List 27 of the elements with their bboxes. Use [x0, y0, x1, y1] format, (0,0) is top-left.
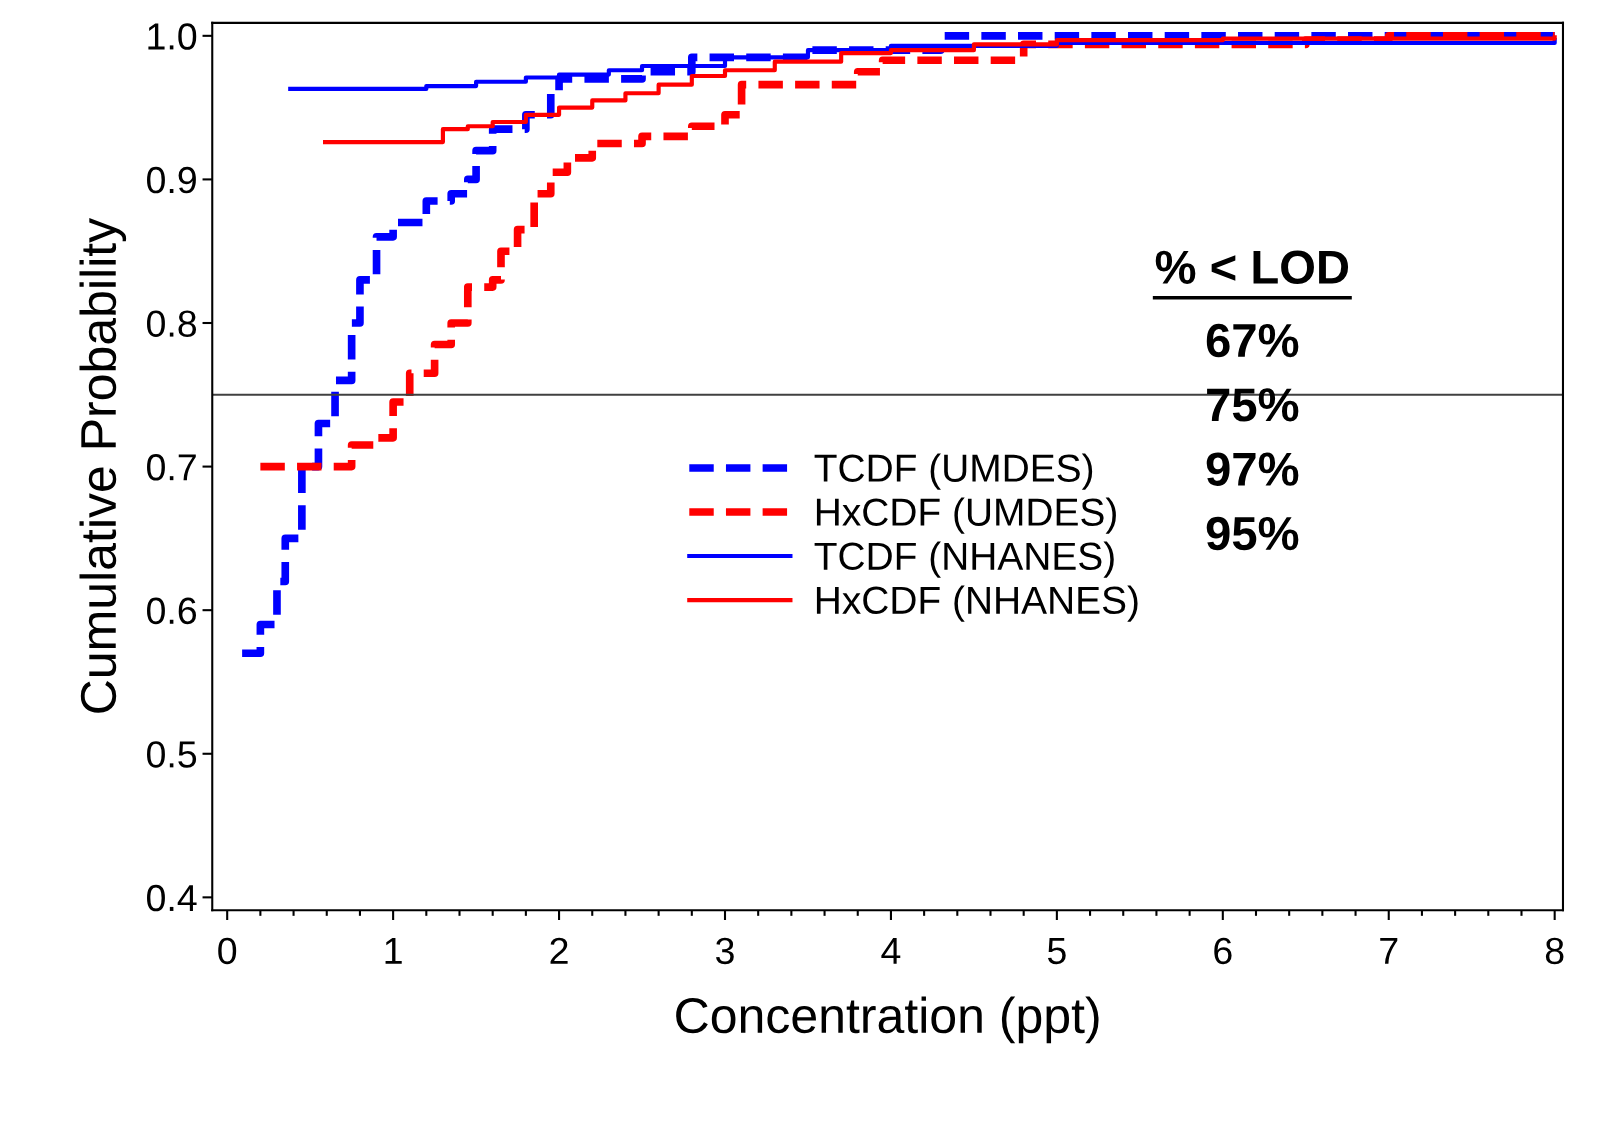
- annotation: % < LOD: [1155, 250, 1349, 285]
- annotation: 95%: [1206, 516, 1299, 551]
- x-tick-label: 3: [716, 937, 734, 965]
- x-tick-label: 2: [550, 937, 568, 964]
- x-tick-label: 5: [1047, 938, 1066, 965]
- y-tick-label: 0.8: [147, 310, 197, 337]
- y-tick-label: 0.5: [147, 741, 197, 768]
- y-axis-title: Cumulative Probability: [79, 217, 127, 713]
- annotation: 67%: [1206, 323, 1299, 358]
- x-axis-title: Concentration (ppt): [676, 996, 1099, 1044]
- x-tick-label: 8: [1545, 937, 1564, 965]
- y-tick-label: 0.4: [147, 884, 197, 912]
- annotation: 75%: [1207, 388, 1299, 422]
- annotation: 97%: [1206, 452, 1299, 486]
- y-tick-label: 0.9: [147, 166, 196, 194]
- x-tick-label: 7: [1380, 938, 1398, 964]
- x-tick-label: 1: [385, 938, 402, 964]
- legend-label: HxCDF (NHANES): [816, 585, 1138, 622]
- x-tick-label: 0: [218, 937, 237, 965]
- legend-label: TCDF (UMDES): [814, 453, 1093, 490]
- legend-label: TCDF (NHANES): [814, 541, 1114, 578]
- x-tick-label: 6: [1214, 937, 1232, 965]
- legend-label: HxCDF (UMDES): [816, 497, 1116, 534]
- y-tick-label: 1.0: [148, 23, 197, 50]
- y-tick-label: 0.6: [147, 597, 197, 625]
- y-tick-label: 0.7: [147, 453, 196, 481]
- x-tick-label: 4: [881, 938, 901, 964]
